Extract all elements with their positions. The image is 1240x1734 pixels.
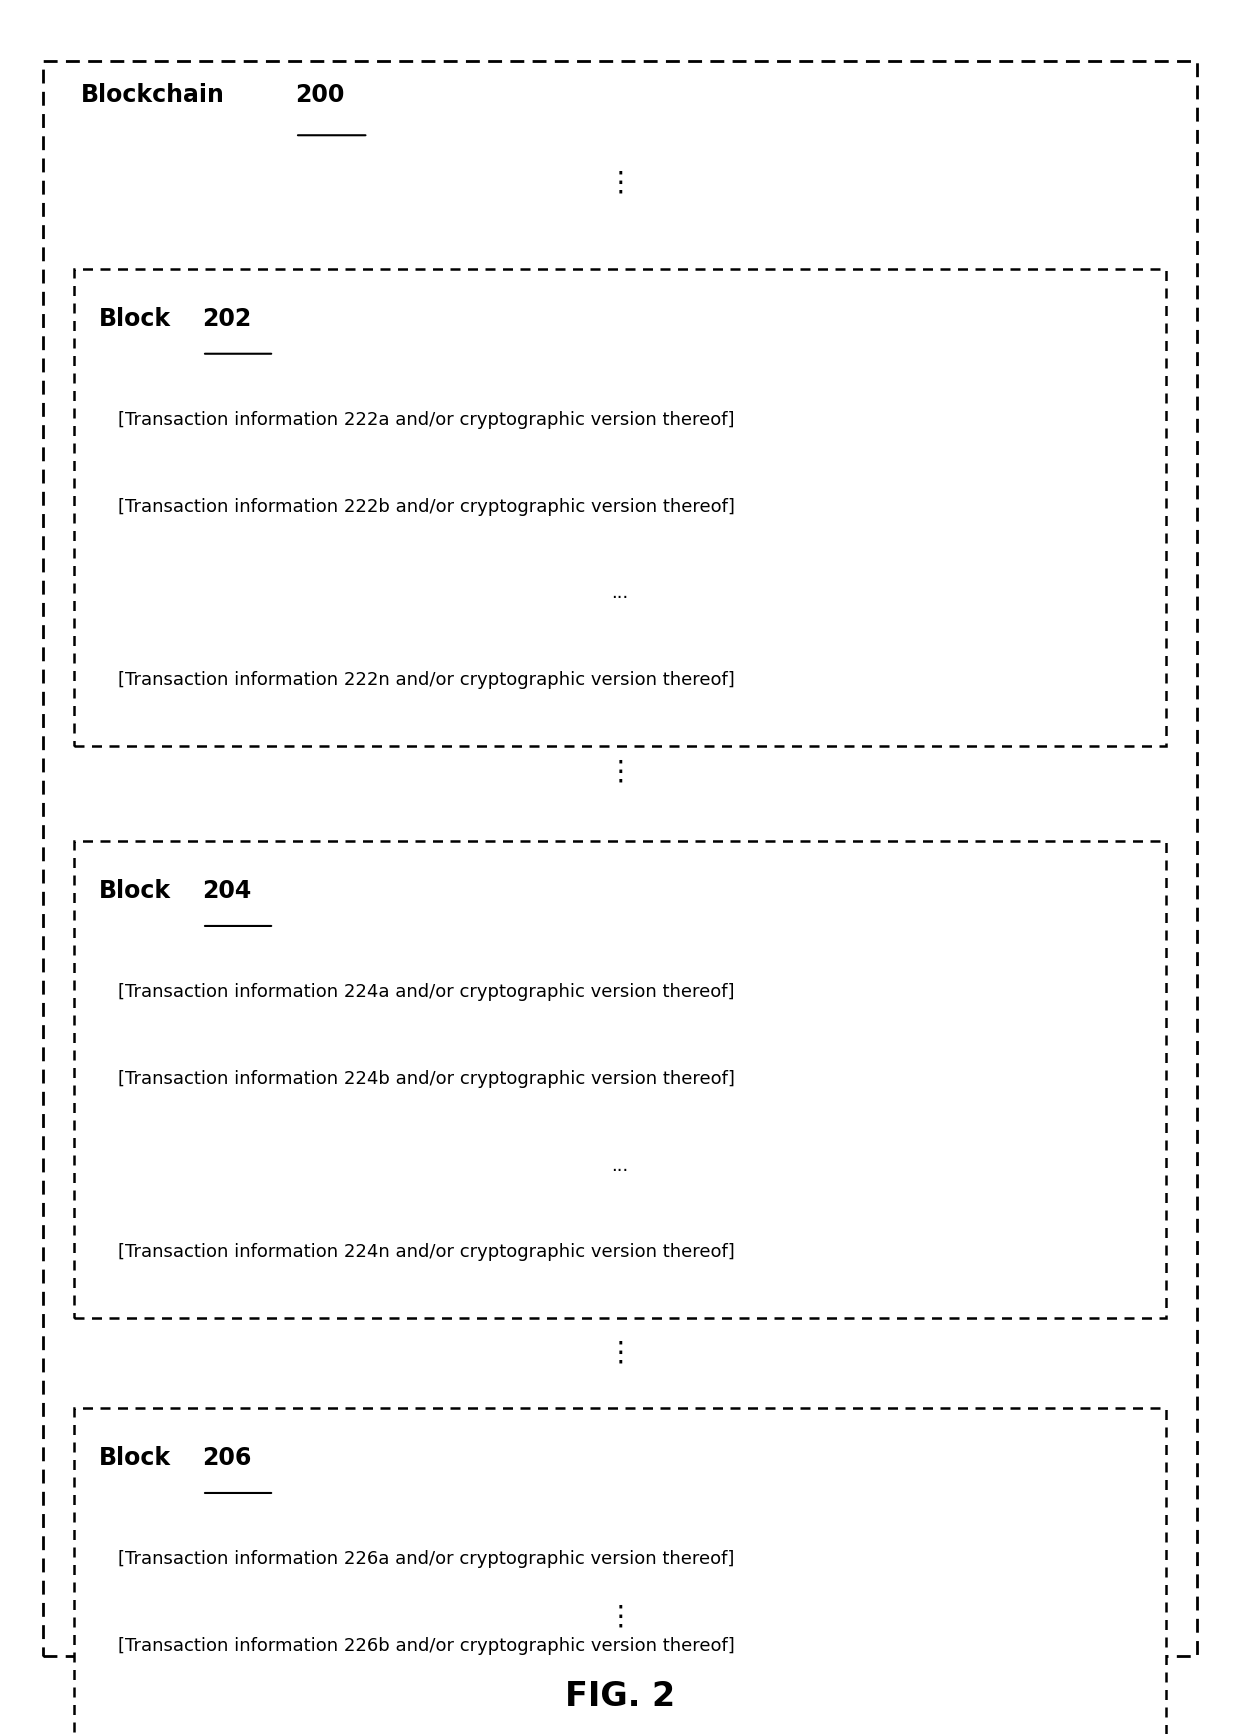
Text: 204: 204 [202, 879, 252, 903]
Text: ...: ... [611, 584, 629, 602]
Text: ⋮: ⋮ [606, 1339, 634, 1366]
Text: Blockchain: Blockchain [81, 83, 224, 108]
Text: 202: 202 [202, 307, 252, 331]
Text: [Transaction information 224a and/or cryptographic version thereof]: [Transaction information 224a and/or cry… [118, 983, 734, 1001]
Text: [Transaction information 224n and/or cryptographic version thereof]: [Transaction information 224n and/or cry… [118, 1243, 734, 1261]
Text: ⋮: ⋮ [606, 758, 634, 786]
FancyBboxPatch shape [74, 1408, 1166, 1734]
Text: [Transaction information 226b and/or cryptographic version thereof]: [Transaction information 226b and/or cry… [118, 1637, 734, 1654]
Text: Block: Block [99, 879, 171, 903]
Text: ...: ... [611, 1157, 629, 1174]
Text: [Transaction information 222n and/or cryptographic version thereof]: [Transaction information 222n and/or cry… [118, 671, 734, 688]
Text: Block: Block [99, 307, 171, 331]
Text: [Transaction information 222a and/or cryptographic version thereof]: [Transaction information 222a and/or cry… [118, 411, 734, 428]
FancyBboxPatch shape [74, 841, 1166, 1318]
Text: 200: 200 [295, 83, 345, 108]
Text: ⋮: ⋮ [606, 168, 634, 196]
Text: [Transaction information 222b and/or cryptographic version thereof]: [Transaction information 222b and/or cry… [118, 498, 734, 515]
Text: [Transaction information 226a and/or cryptographic version thereof]: [Transaction information 226a and/or cry… [118, 1550, 734, 1568]
Text: 206: 206 [202, 1446, 252, 1470]
Text: ...: ... [611, 1724, 629, 1734]
Text: ⋮: ⋮ [606, 1602, 634, 1630]
FancyBboxPatch shape [43, 61, 1197, 1656]
Text: Block: Block [99, 1446, 171, 1470]
Text: FIG. 2: FIG. 2 [565, 1680, 675, 1713]
Text: [Transaction information 224b and/or cryptographic version thereof]: [Transaction information 224b and/or cry… [118, 1070, 734, 1087]
FancyBboxPatch shape [74, 269, 1166, 746]
